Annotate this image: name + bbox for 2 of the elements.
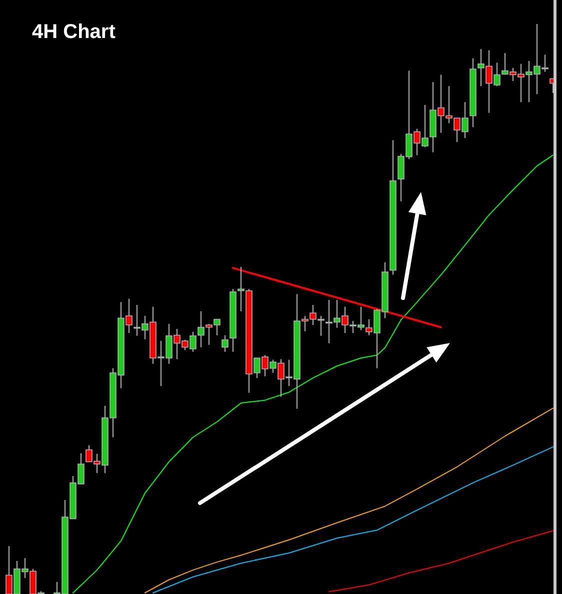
chart-title: 4H Chart bbox=[32, 21, 116, 43]
candlestick bbox=[222, 334, 228, 352]
